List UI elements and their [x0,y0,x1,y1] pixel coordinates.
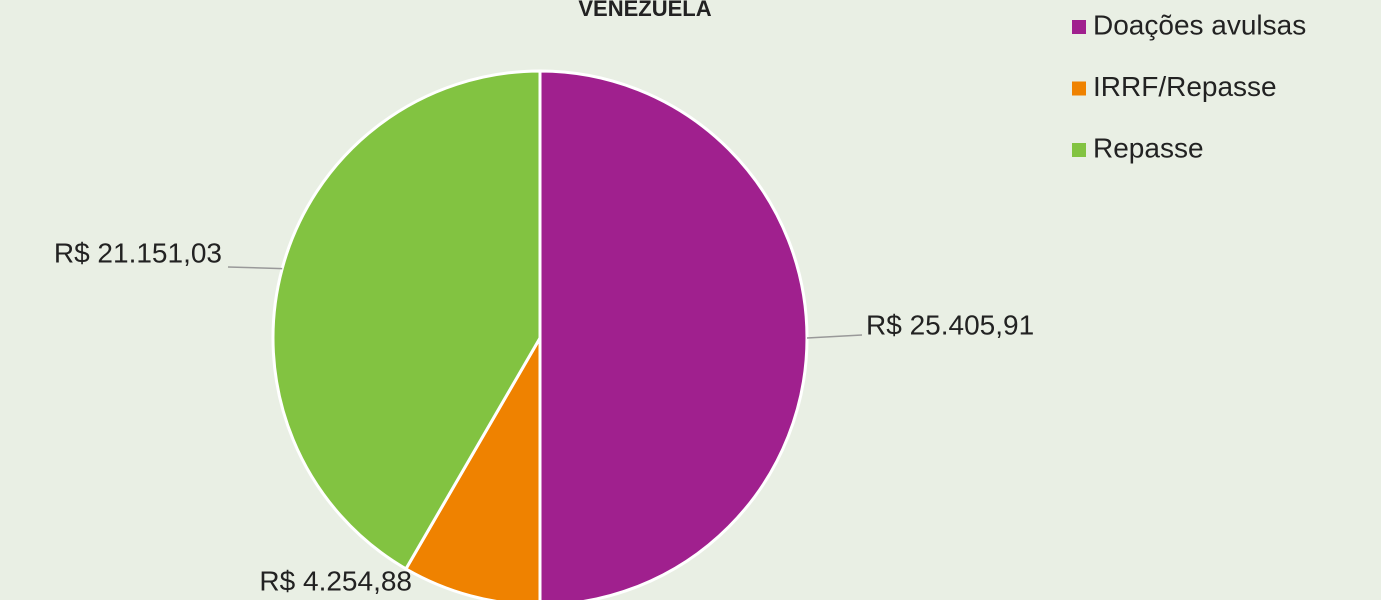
legend-label: Doações avulsas [1093,9,1306,40]
data-label: R$ 21.151,03 [54,237,222,268]
legend-label: IRRF/Repasse [1093,71,1277,102]
data-label: R$ 4.254,88 [259,565,412,596]
legend-swatch [1072,143,1086,157]
legend-swatch [1072,20,1086,34]
leader-line [227,266,283,270]
legend-swatch [1072,81,1086,96]
leader-line [806,334,863,339]
pie-slice [403,332,542,600]
chart-title: VENEZUELA [578,0,711,21]
legend-label: Repasse [1093,132,1204,163]
data-label: R$ 25.405,91 [866,309,1034,340]
